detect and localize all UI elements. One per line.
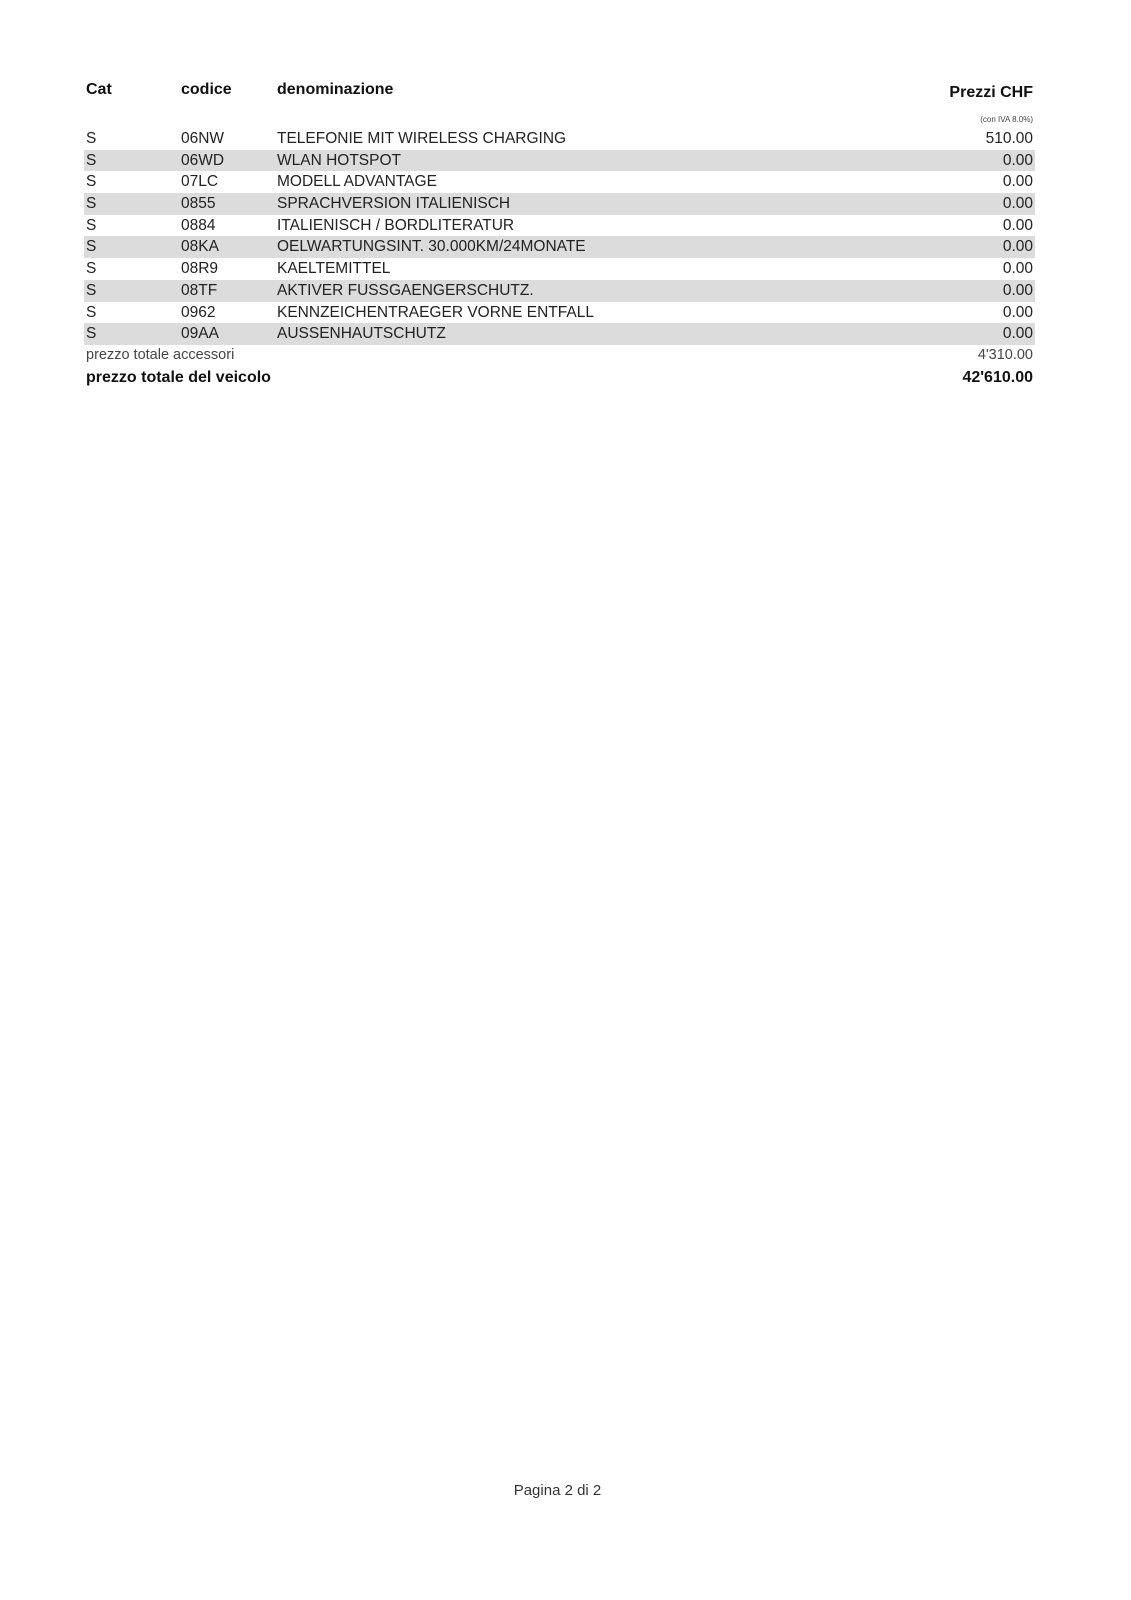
description-cell: AUSSENHAUTSCHUTZ <box>277 325 446 343</box>
code-cell: 07LC <box>181 173 219 191</box>
code-cell: 06NW <box>181 130 225 147</box>
price-cell: 0.00 <box>1002 281 1033 299</box>
table-row: S 06WD WLAN HOTSPOT 0.00 <box>84 149 1035 172</box>
table-row: S 07LC MODELL ADVANTAGE 0.00 <box>84 171 1035 193</box>
description-cell: MODELL ADVANTAGE <box>277 173 437 191</box>
cat-cell: S <box>86 130 97 147</box>
header-prezzi: Prezzi CHF <box>949 84 1033 101</box>
code-cell: 06WD <box>181 151 225 169</box>
total-accessories-row: prezzo totale accessori 4'310.00 <box>84 345 1035 367</box>
cat-cell: S <box>86 173 97 191</box>
code-cell: 0884 <box>181 216 216 234</box>
code-cell: 08TF <box>181 281 218 299</box>
table-row: S 08TF AKTIVER FUSSGAENGERSCHUTZ. 0.00 <box>84 279 1035 302</box>
cat-cell: S <box>86 303 97 321</box>
page-number: Pagina 2 di 2 <box>513 1482 602 1499</box>
cat-cell: S <box>86 195 97 213</box>
table-row: S 08R9 KAELTEMITTEL 0.00 <box>84 258 1035 280</box>
total-vehicle-row: prezzo totale del veicolo 42'610.00 <box>84 367 1035 389</box>
total-accessories-value: 4'310.00 <box>977 346 1033 363</box>
description-cell: AKTIVER FUSSGAENGERSCHUTZ. <box>277 281 534 299</box>
header-cat: Cat <box>86 81 112 98</box>
total-vehicle-label: prezzo totale del veicolo <box>86 368 271 386</box>
code-cell: 08R9 <box>181 260 219 278</box>
table-row: S 0855 SPRACHVERSION ITALIENISCH 0.00 <box>84 193 1035 215</box>
price-cell: 0.00 <box>1002 151 1033 169</box>
accessories-table: S 06NW TELEFONIE MIT WIRELESS CHARGING 510.… <box>84 128 1035 388</box>
table-row: S 06NW TELEFONIE MIT WIRELESS CHARGING 510.… <box>84 128 1035 150</box>
header-codice: codice <box>181 81 232 98</box>
cat-cell: S <box>86 325 97 343</box>
price-cell: 0.00 <box>1002 195 1033 213</box>
price-cell: 0.00 <box>1002 325 1033 343</box>
total-vehicle-value: 42'610.00 <box>962 368 1033 386</box>
description-cell: OELWARTUNGSINT. 30.000KM/24MONATE <box>277 238 586 256</box>
description-cell: KAELTEMITTEL <box>277 260 391 278</box>
description-cell: KENNZEICHENTRAEGER VORNE ENTFALL <box>277 303 594 321</box>
price-cell: 0.00 <box>1002 238 1033 256</box>
description-cell: SPRACHVERSION ITALIENISCH <box>277 195 511 213</box>
table-row: S 08KA OELWARTUNGSINT. 30.000KM/24MONATE 0.… <box>84 236 1035 259</box>
price-cell: 0.00 <box>1002 303 1033 321</box>
cat-cell: S <box>86 216 97 234</box>
code-cell: 0855 <box>181 195 216 213</box>
table-row: S 09AA AUSSENHAUTSCHUTZ 0.00 <box>84 323 1035 345</box>
description-cell: WLAN HOTSPOT <box>277 151 402 169</box>
code-cell: 08KA <box>181 238 219 256</box>
total-accessories-label: prezzo totale accessori <box>86 346 235 363</box>
price-cell: 0.00 <box>1002 173 1033 191</box>
code-cell: 0962 <box>181 303 216 321</box>
description-cell: TELEFONIE MIT WIRELESS CHARGING <box>277 130 567 147</box>
table-row: S 0884 ITALIENISCH / BORDLITERATUR 0.00 <box>84 215 1035 237</box>
table-row: S 0962 KENNZEICHENTRAEGER VORNE ENTFALL 0.0… <box>84 302 1035 324</box>
header-denominazione: denominazione <box>277 81 394 98</box>
price-cell: 0.00 <box>1002 216 1033 234</box>
code-cell: 09AA <box>181 325 219 343</box>
cat-cell: S <box>86 151 97 169</box>
description-cell: ITALIENISCH / BORDLITERATUR <box>277 216 515 234</box>
cat-cell: S <box>86 281 97 299</box>
price-cell: 510.00 <box>985 130 1033 147</box>
cat-cell: S <box>86 238 97 256</box>
price-cell: 0.00 <box>1002 260 1033 278</box>
cat-cell: S <box>86 260 97 278</box>
vat-note: (con IVA 8.0%) <box>980 115 1033 124</box>
